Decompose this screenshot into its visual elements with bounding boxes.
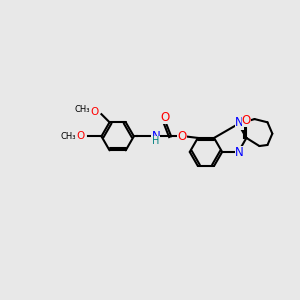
Text: CH₃: CH₃ xyxy=(60,132,76,141)
Text: O: O xyxy=(242,114,251,127)
Text: CH₃: CH₃ xyxy=(74,105,90,114)
Text: O: O xyxy=(76,131,85,141)
Text: O: O xyxy=(161,111,170,124)
Text: O: O xyxy=(90,107,98,117)
Text: N: N xyxy=(235,146,244,159)
Text: H: H xyxy=(152,136,160,146)
Text: O: O xyxy=(177,130,187,143)
Text: N: N xyxy=(152,130,160,143)
Text: N: N xyxy=(235,116,244,129)
